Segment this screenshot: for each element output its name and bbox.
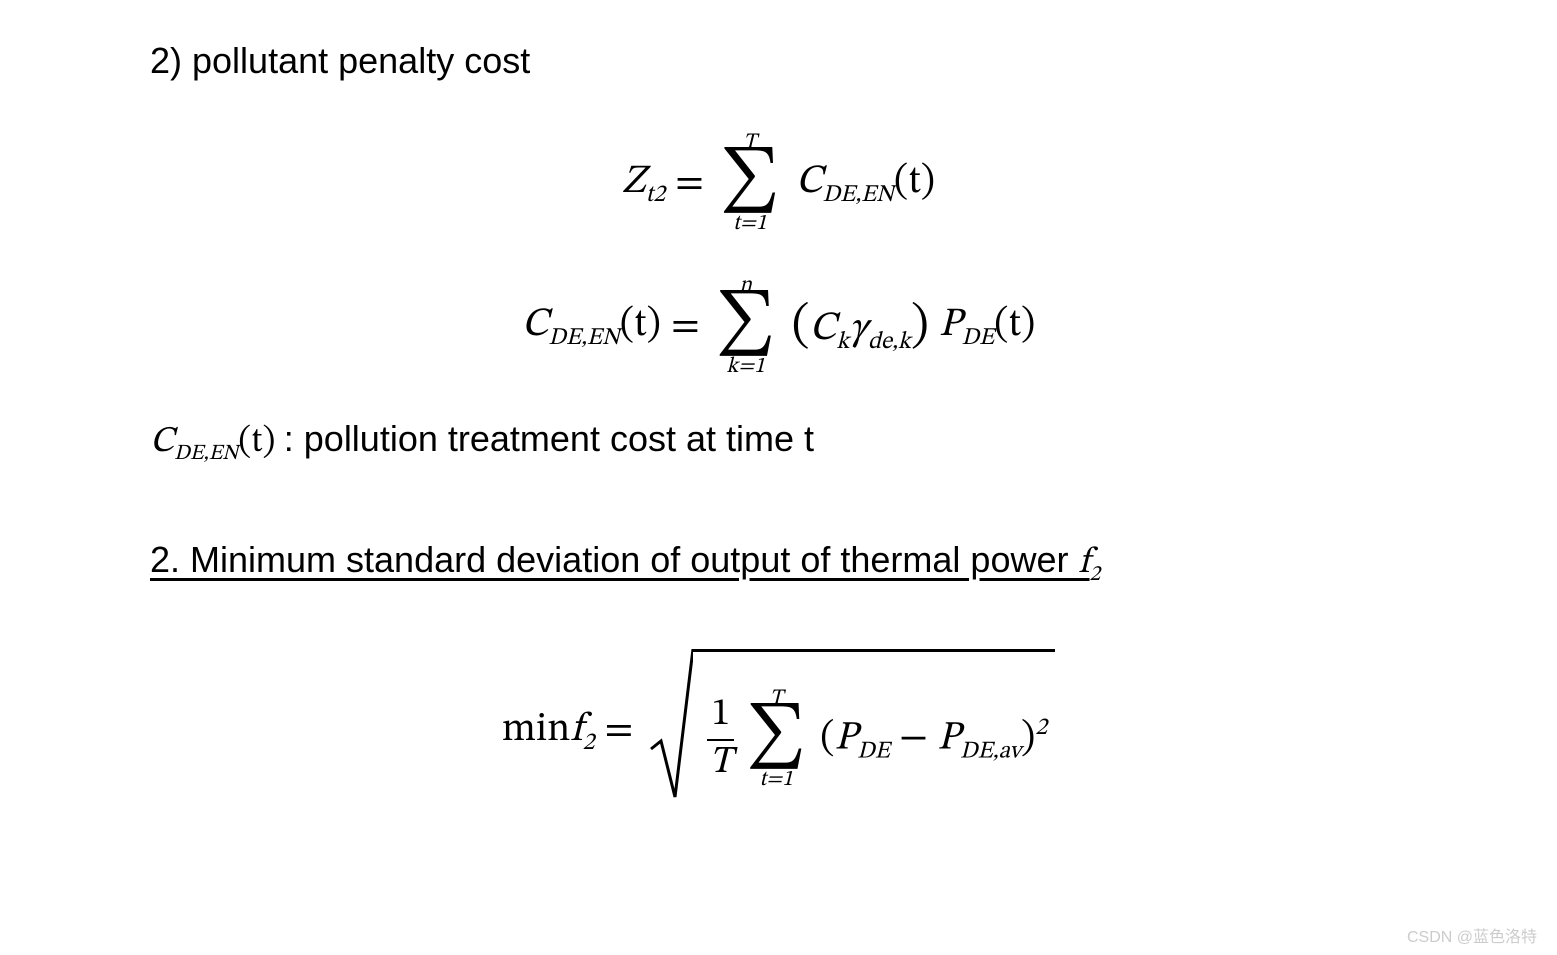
eq3-frac-num: 1 [707, 695, 734, 741]
def1-base: C [150, 424, 174, 460]
eq3-lhs: minf2 [502, 705, 595, 758]
eq3-p1-base: P [834, 718, 857, 758]
eq2-gamma-base: γ [849, 309, 868, 349]
sigma-icon: ∑ [720, 156, 780, 207]
eq3-p1-sub: DE [857, 739, 890, 763]
eq3-sum-bot: t=1 [759, 769, 793, 791]
eq3-frac: 1 T [705, 695, 736, 785]
section-label-pollutant: 2) pollutant penalty cost [150, 40, 1407, 82]
eq1-lhs-sub: t2 [646, 183, 665, 207]
eq3-f-sub: 2 [583, 731, 595, 755]
eq3-sum: T ∑ t=1 [746, 688, 806, 791]
def1-text: : pollution treatment cost at time t [284, 418, 814, 459]
eq3-p2-sub: DE,av [960, 739, 1021, 763]
eq2-lparen: ( [792, 301, 810, 351]
eq2-pde-sub: DE [962, 326, 995, 350]
eq1-lhs-base: Z [622, 162, 646, 202]
equation-cdeen: CDE,EN(t) = n ∑ k=1 (Ckγde,k) PDE(t) [150, 275, 1407, 378]
eq2-lhs-sub: DE,EN [549, 326, 620, 350]
equation-minf2: minf2 = 1 T T ∑ t=1 (PDE − PDE, [150, 649, 1407, 814]
eq2-gamma-sub: de,k [868, 330, 911, 354]
eq2-lhs: CDE,EN(t) [522, 300, 661, 353]
heading2-f: f [1078, 545, 1089, 581]
def1-sub: DE,EN [174, 445, 238, 466]
eq3-sqrt: 1 T T ∑ t=1 (PDE − PDE,av)2 [649, 649, 1055, 814]
heading-min-std: 2. Minimum standard deviation of output … [150, 539, 1407, 589]
eq3-minus: − [890, 718, 938, 758]
eq2-ck-base: C [810, 309, 837, 349]
eq2-paren-group: (Ckγde,k) [792, 295, 929, 358]
eq1-rhs-sub: DE,EN [823, 183, 894, 207]
eq3-square-term: (PDE − PDE,av)2 [820, 713, 1047, 766]
eq3-p2-base: P [937, 718, 960, 758]
eq1-sum-bot: t=1 [733, 213, 767, 235]
eq1-rhs: CDE,EN(t) [796, 157, 935, 210]
eq3-sq: 2 [1035, 716, 1047, 740]
eq3-f-base: f [570, 710, 582, 750]
eq1-rhs-arg: (t) [894, 162, 935, 202]
eq2-rparen: ) [911, 301, 929, 351]
eq2-equals: = [671, 302, 700, 352]
eq1-equals: = [675, 159, 704, 209]
eq3-equals: = [605, 706, 634, 756]
eq2-ck-sub: k [836, 330, 849, 354]
eq1-lhs: Zt2 [622, 157, 665, 210]
eq2-pde-base: P [939, 305, 962, 345]
sigma-icon: ∑ [716, 299, 776, 350]
heading2-f-sub: 2 [1090, 565, 1101, 586]
definition-cdeen: CDE,EN(t) : pollution treatment cost at … [150, 418, 1407, 468]
sigma-icon: ∑ [746, 712, 806, 763]
eq2-lhs-base: C [522, 305, 549, 345]
eq2-sum-bot: k=1 [726, 356, 765, 378]
def1-arg: (t) [238, 424, 275, 460]
eq1-rhs-base: C [796, 162, 823, 202]
watermark: CSDN @蓝色洛特 [1407, 923, 1537, 947]
eq3-frac-den: T [705, 741, 736, 785]
eq2-pde-arg: (t) [994, 305, 1035, 345]
heading2-text: 2. Minimum standard deviation of output … [150, 539, 1078, 580]
eq1-sum: T ∑ t=1 [720, 132, 780, 235]
equation-zt2: Zt2 = T ∑ t=1 CDE,EN(t) [150, 132, 1407, 235]
eq3-min: min [502, 710, 571, 750]
eq3-rparen: ) [1021, 718, 1035, 758]
radical-icon [649, 649, 693, 814]
eq2-lhs-arg: (t) [620, 305, 661, 345]
eq2-pde: PDE(t) [939, 300, 1035, 353]
eq2-sum: n ∑ k=1 [716, 275, 776, 378]
eq3-lparen: ( [820, 718, 834, 758]
